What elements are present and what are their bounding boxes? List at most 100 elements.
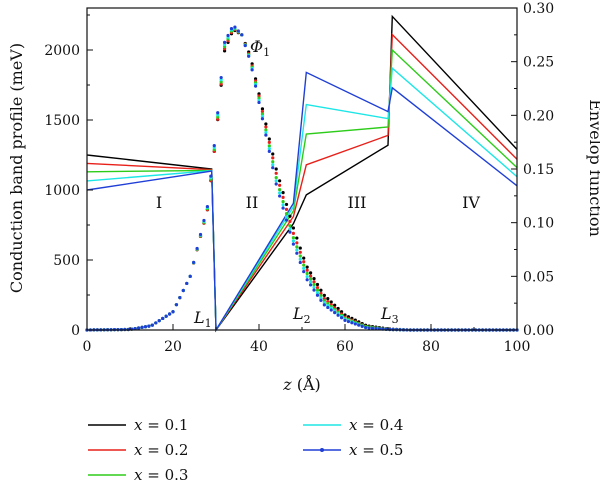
envelope-point bbox=[267, 147, 271, 151]
x-tick-label: 0 bbox=[83, 339, 92, 355]
envelope-point bbox=[271, 160, 275, 164]
envelope-point bbox=[305, 271, 309, 276]
envelope-point bbox=[302, 270, 306, 274]
axes-layer: 0 20 40 60 80 10005001000150020000.000.050.10… bbox=[44, 1, 554, 355]
envelope-point bbox=[274, 171, 278, 175]
envelope-point bbox=[339, 316, 344, 320]
envelope-point bbox=[223, 40, 227, 44]
envelope-point bbox=[329, 308, 333, 312]
y-right-tick-label: 0.15 bbox=[523, 162, 554, 178]
envelope-point bbox=[188, 274, 192, 278]
envelope-point bbox=[295, 241, 299, 245]
envelope-point bbox=[298, 254, 302, 258]
y-axis-left-title: Conduction band profile (meV) bbox=[7, 43, 26, 293]
envelope-point bbox=[264, 125, 268, 129]
envelope-point bbox=[140, 325, 144, 329]
envelope-point bbox=[312, 280, 316, 284]
envelope-point bbox=[243, 43, 247, 48]
envelope-point bbox=[212, 144, 216, 148]
legend: x = 0.1 x = 0.2 x = 0.3 x = 0.4 x = 0.5 bbox=[88, 416, 403, 484]
envelope-point bbox=[288, 214, 292, 218]
envelope-point bbox=[284, 215, 289, 219]
envelope-point bbox=[319, 294, 323, 298]
envelope-point bbox=[281, 191, 285, 195]
y-right-tick-label: 0.10 bbox=[523, 216, 554, 232]
envelope-point bbox=[319, 288, 323, 292]
band-profile-line bbox=[86, 71, 518, 333]
envelope-point bbox=[339, 310, 344, 314]
envelope-point bbox=[312, 283, 316, 287]
x-axis-title: z (Å) bbox=[282, 374, 321, 394]
x-axis-title-unit: (Å) bbox=[292, 374, 321, 394]
envelope-point bbox=[295, 236, 299, 240]
envelope-point bbox=[267, 140, 271, 144]
envelope-point bbox=[298, 246, 302, 250]
envelope-point bbox=[357, 323, 361, 327]
envelope-point bbox=[271, 152, 275, 156]
envelope-point bbox=[147, 324, 151, 328]
envelope-point bbox=[309, 274, 313, 278]
envelope-point bbox=[312, 285, 316, 289]
envelope-point bbox=[284, 202, 289, 207]
envelope-point bbox=[167, 312, 172, 316]
L2-annotation: L2 bbox=[292, 304, 311, 326]
region-label-3: III bbox=[348, 193, 367, 212]
envelope-point bbox=[360, 324, 364, 328]
envelope-point bbox=[226, 33, 230, 38]
envelope-point bbox=[157, 319, 161, 323]
legend-label: x = 0.1 bbox=[134, 416, 188, 434]
envelope-point bbox=[302, 266, 306, 270]
envelope-point bbox=[305, 268, 309, 272]
envelope-point bbox=[154, 321, 158, 325]
envelope-point bbox=[267, 149, 271, 153]
envelope-point bbox=[264, 130, 268, 135]
envelope-point bbox=[309, 271, 313, 275]
phi-annotation: Φ1 bbox=[250, 37, 270, 59]
y-right-tick-label: 0.05 bbox=[523, 269, 554, 285]
envelope-point bbox=[229, 27, 234, 31]
envelope-point bbox=[274, 167, 278, 171]
envelope-point bbox=[333, 311, 337, 315]
y-left-tick-label: 1500 bbox=[44, 113, 80, 129]
envelope-point bbox=[271, 156, 275, 160]
y-left-tick-label: 500 bbox=[53, 253, 80, 269]
envelope-point bbox=[178, 295, 182, 300]
envelope-point bbox=[288, 230, 292, 234]
legend-label: x = 0.2 bbox=[134, 441, 188, 459]
envelope-point bbox=[260, 109, 265, 114]
envelope-point bbox=[336, 313, 340, 317]
envelope-point bbox=[274, 182, 278, 186]
envelope-point bbox=[364, 325, 368, 330]
envelope-point bbox=[305, 275, 309, 279]
envelope-point bbox=[312, 277, 316, 281]
region-label-2: II bbox=[246, 193, 259, 212]
x-tick-label: 20 bbox=[164, 339, 182, 355]
envelope-point bbox=[288, 224, 292, 228]
envelope-point bbox=[288, 227, 292, 231]
envelope-point bbox=[305, 265, 309, 269]
envelope-point bbox=[278, 191, 282, 195]
envelope-point bbox=[319, 298, 323, 302]
envelope-point bbox=[278, 188, 282, 192]
envelope-point bbox=[150, 323, 154, 327]
envelope-point bbox=[278, 194, 282, 198]
envelope-point bbox=[198, 232, 203, 237]
envelope-point bbox=[374, 326, 378, 331]
envelope-point bbox=[309, 277, 313, 281]
envelope-point bbox=[284, 207, 289, 211]
envelope-point bbox=[219, 75, 223, 80]
y-left-tick-label: 2000 bbox=[44, 43, 80, 59]
envelope-point bbox=[260, 112, 265, 116]
legend-label: x = 0.5 bbox=[349, 441, 403, 459]
envelope-point bbox=[133, 326, 137, 331]
envelope-point bbox=[319, 296, 323, 300]
envelope-point bbox=[312, 288, 316, 292]
envelope-point bbox=[284, 218, 289, 222]
y-right-tick-label: 0.00 bbox=[523, 323, 554, 339]
envelope-point bbox=[264, 133, 268, 137]
envelope-point bbox=[264, 122, 268, 126]
envelope-point bbox=[309, 283, 313, 287]
x-tick-label: 100 bbox=[504, 339, 531, 355]
